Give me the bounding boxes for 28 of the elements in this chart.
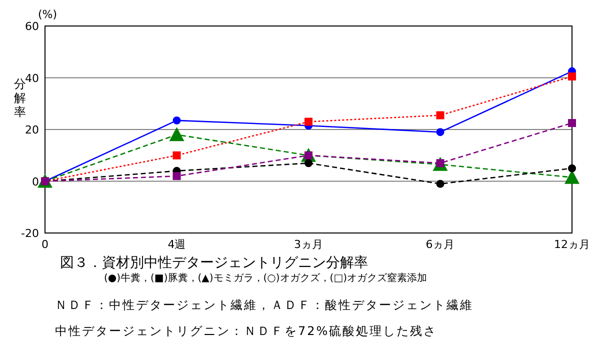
- y-axis-title: 分解率: [14, 77, 26, 119]
- x-tick-label: 3ヵ月: [294, 238, 323, 251]
- point: [436, 128, 444, 136]
- y-tick-label: -20: [21, 227, 39, 240]
- x-tick-label: 0: [42, 238, 48, 251]
- x-tick-label: 12ヵ月: [554, 238, 590, 251]
- x-tick-label: 6ヵ月: [426, 238, 455, 251]
- point: [304, 159, 312, 168]
- point: [172, 116, 181, 124]
- text: 図３．資材別中性デタージェントリグニン分解率: [60, 255, 368, 271]
- point: [304, 118, 312, 126]
- point: [172, 151, 181, 160]
- x-tick-label: 4週: [168, 238, 186, 251]
- y-tick-label: 20: [25, 124, 39, 136]
- text: 中性デタージェントリグニン：ＮＤＦを72%硫酸処理した残さ: [55, 324, 438, 338]
- point: [169, 127, 184, 142]
- text: ＮＤＦ：中性デタージェント繊維，ＡＤＦ：酸性デタージェント繊維: [55, 298, 474, 312]
- text: (●)牛糞，(■)豚糞，(▲)モミガラ，(○)オガクズ，(□)オガクズ窒素添加: [104, 272, 428, 284]
- point: [568, 119, 576, 128]
- point: [436, 180, 444, 188]
- text: (%): [38, 8, 58, 21]
- point: [568, 72, 576, 80]
- y-tick-label: 60: [25, 20, 39, 33]
- y-tick-label: 40: [25, 72, 39, 85]
- point: [568, 164, 576, 172]
- point: [436, 111, 444, 120]
- y-tick-label: 0: [32, 175, 39, 188]
- point: [172, 172, 181, 180]
